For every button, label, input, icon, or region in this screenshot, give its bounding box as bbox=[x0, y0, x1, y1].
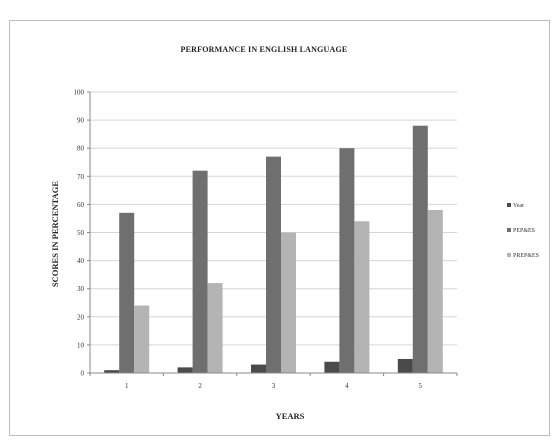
y-tick-labels: 0 10 20 30 40 50 60 70 80 90 100 bbox=[74, 89, 85, 378]
legend-swatch bbox=[507, 228, 511, 232]
y-tick-label: 30 bbox=[77, 285, 85, 293]
legend: Year PEP&ES PREP&ES bbox=[507, 203, 539, 259]
y-tick-label: 20 bbox=[77, 313, 85, 321]
bar-pep-es-4 bbox=[339, 148, 355, 373]
x-tick-labels: 1 2 3 4 5 bbox=[125, 382, 423, 390]
x-tick-label: 4 bbox=[345, 382, 349, 390]
bar-prep-es-3 bbox=[281, 232, 296, 373]
y-tick-label: 70 bbox=[77, 173, 85, 181]
bar-prep-es-4 bbox=[354, 221, 370, 373]
bar-pep-es-3 bbox=[266, 156, 281, 373]
bar-prep-es-1 bbox=[134, 305, 150, 373]
bar-year-4 bbox=[324, 361, 340, 373]
bar-pep-es-1 bbox=[119, 212, 135, 373]
y-tick-label: 60 bbox=[77, 201, 85, 209]
bars bbox=[104, 125, 443, 373]
bar-year-1 bbox=[104, 370, 120, 373]
y-tick-label: 40 bbox=[77, 257, 85, 265]
legend-swatch bbox=[507, 203, 511, 207]
bar-year-2 bbox=[177, 367, 193, 373]
chart-frame: PERFORMANCE IN ENGLISH LANGUAGE 0 10 20 30 4… bbox=[9, 20, 550, 436]
chart-svg: PERFORMANCE IN ENGLISH LANGUAGE 0 10 20 30 4… bbox=[50, 45, 539, 421]
x-tick-label: 2 bbox=[198, 382, 202, 390]
bar-prep-es-2 bbox=[207, 283, 223, 373]
y-tick-label: 100 bbox=[74, 89, 85, 97]
x-tick-label: 5 bbox=[419, 382, 423, 390]
y-axis-title: SCORES IN PERCENTAGE bbox=[50, 181, 60, 287]
y-tick-label: 0 bbox=[81, 370, 85, 378]
legend-label: PREP&ES bbox=[513, 253, 539, 259]
legend-label: PEP&ES bbox=[513, 228, 535, 234]
bar-pep-es-2 bbox=[192, 170, 208, 373]
y-tick-label: 10 bbox=[77, 341, 85, 349]
y-tick-label: 80 bbox=[77, 145, 85, 153]
legend-swatch bbox=[507, 253, 511, 257]
x-axis-title: YEARS bbox=[276, 411, 305, 421]
bar-pep-es-5 bbox=[412, 125, 428, 373]
x-tick-label: 1 bbox=[125, 382, 129, 390]
y-tick-label: 90 bbox=[77, 117, 85, 125]
axes bbox=[89, 92, 457, 374]
x-tick-label: 3 bbox=[272, 382, 276, 390]
legend-label: Year bbox=[513, 203, 524, 209]
bar-year-3 bbox=[251, 364, 266, 373]
chart-title: PERFORMANCE IN ENGLISH LANGUAGE bbox=[181, 45, 348, 54]
bar-year-5 bbox=[397, 358, 413, 373]
bar-prep-es-5 bbox=[427, 210, 443, 373]
y-tick-label: 50 bbox=[77, 229, 85, 237]
